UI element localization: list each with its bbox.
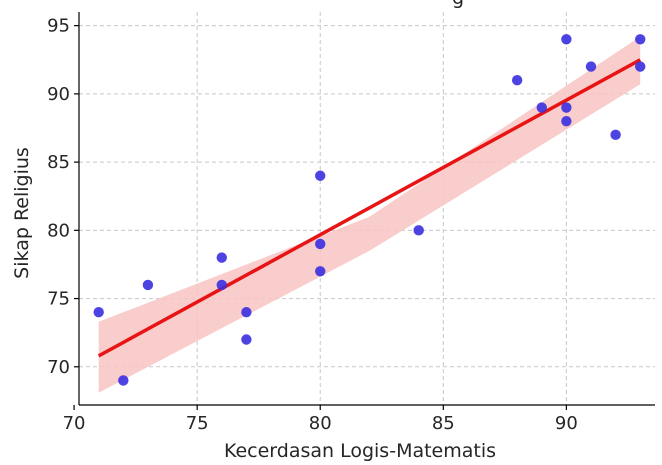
data-point-19 <box>635 61 646 72</box>
chart-title-fragment: g <box>452 0 464 9</box>
y-tick-label-5: 95 <box>47 16 70 37</box>
data-point-11 <box>511 75 523 86</box>
y-axis-label: Sikap Religius <box>11 147 33 279</box>
x-tick-label-4: 90 <box>555 413 578 434</box>
x-tick-label-0: 70 <box>63 413 86 434</box>
y-tick-label-2: 80 <box>47 220 70 241</box>
data-points-layer <box>93 34 646 386</box>
data-point-18 <box>635 34 646 45</box>
x-tick-label-1: 75 <box>186 413 209 434</box>
data-point-7 <box>315 170 326 181</box>
ticks-layer: 70 75 80 85 90 70 75 80 85 90 95 <box>47 16 578 434</box>
data-point-17 <box>610 129 621 141</box>
data-point-4 <box>216 279 227 291</box>
data-point-12 <box>536 102 547 113</box>
data-point-2 <box>142 279 154 291</box>
confidence-band <box>98 36 641 393</box>
axes-layer <box>78 12 655 406</box>
x-tick-label-3: 85 <box>432 413 455 434</box>
data-point-9 <box>315 266 326 277</box>
y-tick-label-3: 85 <box>47 152 70 173</box>
confidence-band-layer <box>98 36 641 393</box>
data-point-14 <box>561 102 572 113</box>
x-axis-label: Kecerdasan Logis-Matematis <box>224 440 496 462</box>
data-point-8 <box>315 238 326 250</box>
data-point-0 <box>93 307 104 318</box>
data-point-16 <box>585 61 597 72</box>
y-tick-label-1: 75 <box>47 289 70 310</box>
regression-line-layer <box>97 58 642 358</box>
data-point-3 <box>216 252 227 263</box>
data-point-1 <box>118 375 129 386</box>
data-point-10 <box>413 225 424 236</box>
data-point-13 <box>561 34 572 45</box>
regression-line <box>97 58 642 358</box>
data-point-15 <box>561 115 572 127</box>
x-tick-label-2: 80 <box>309 413 332 434</box>
y-tick-label-4: 90 <box>47 84 70 105</box>
y-tick-label-0: 70 <box>47 357 70 378</box>
data-point-5 <box>241 307 252 318</box>
data-point-6 <box>241 334 252 345</box>
